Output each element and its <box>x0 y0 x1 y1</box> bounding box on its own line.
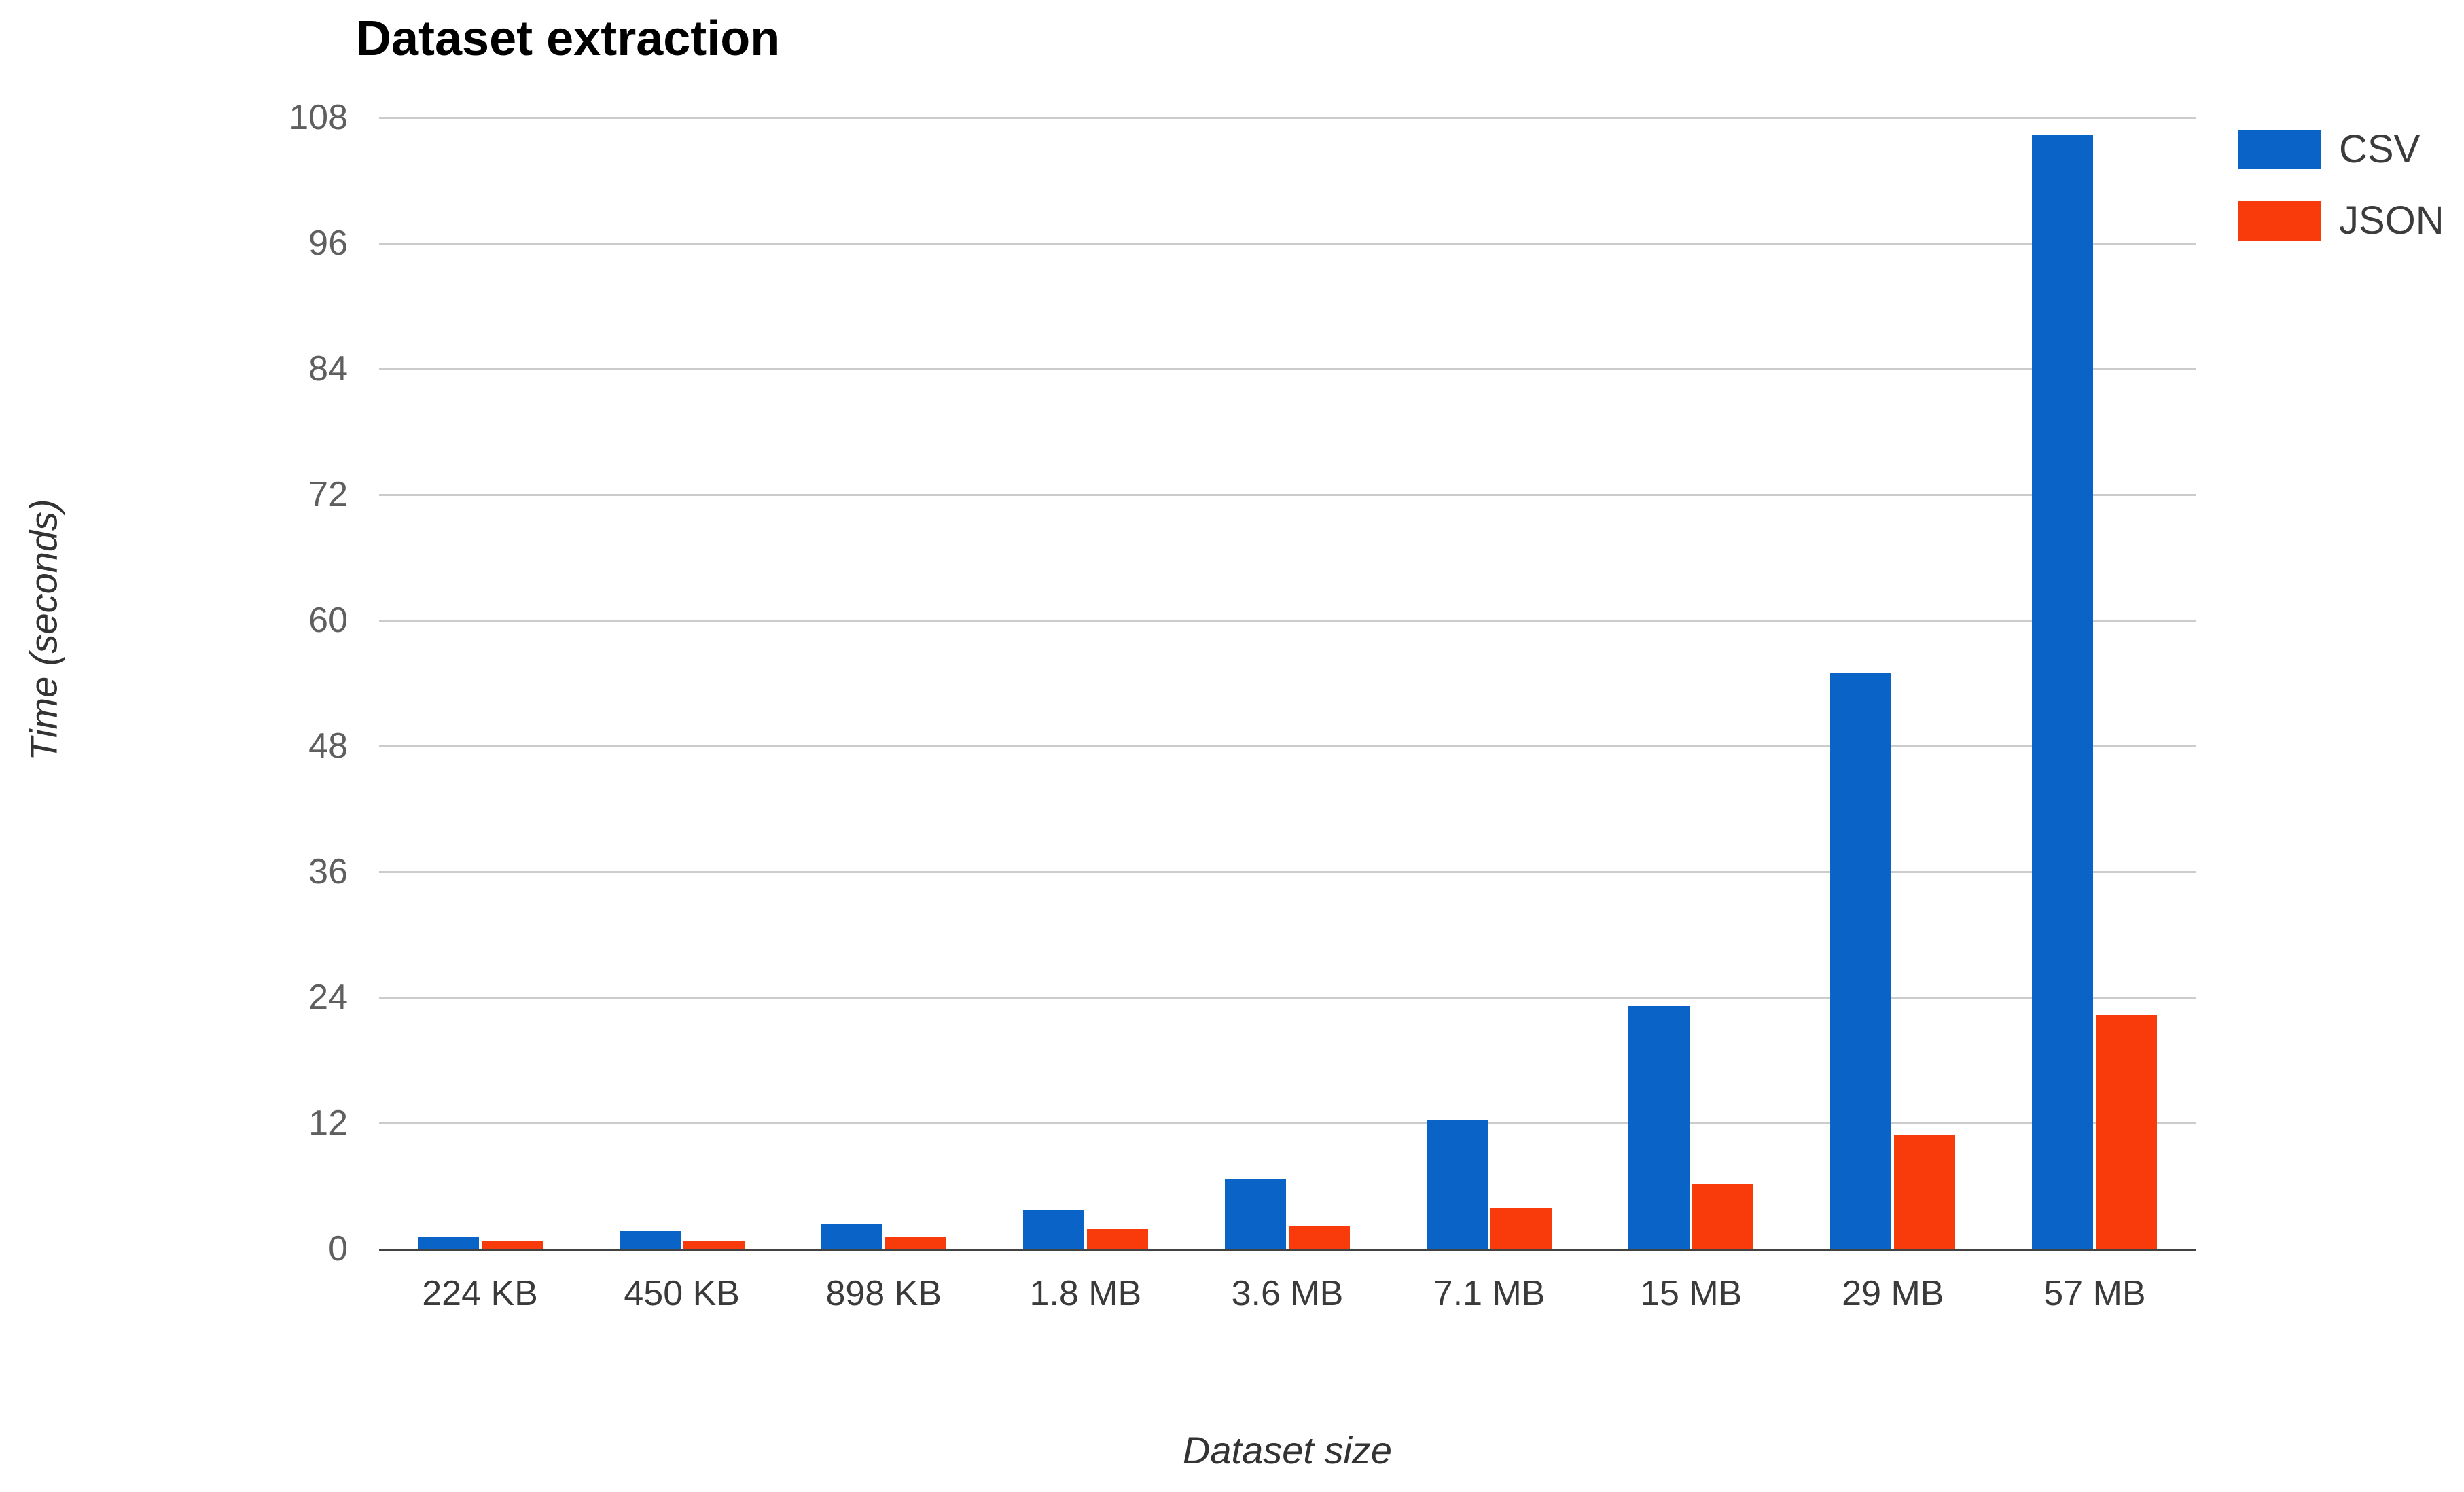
y-tick-label: 72 <box>308 475 348 514</box>
x-category-label: 29 MB <box>1842 1274 1944 1313</box>
x-category-label: 450 KB <box>624 1274 740 1313</box>
bar-group-15-mb <box>1628 1006 1754 1249</box>
csv-bar-224-kb <box>417 1237 479 1249</box>
y-tick-label: 24 <box>308 978 348 1017</box>
y-tick-label: 96 <box>308 224 348 263</box>
bar-group-224-kb <box>417 1237 543 1249</box>
gridline-96 <box>379 243 2196 245</box>
csv-bar-29-mb <box>1830 673 1892 1249</box>
bar-group-57-mb <box>2032 134 2158 1249</box>
bar-group-3.6-mb <box>1225 1179 1350 1249</box>
x-category-label: 1.8 MB <box>1029 1274 1142 1313</box>
plot-area <box>379 117 2196 1251</box>
x-category-label: 224 KB <box>422 1274 538 1313</box>
json-bar-3.6-mb <box>1289 1226 1350 1249</box>
bar-group-1.8-mb <box>1022 1209 1148 1249</box>
gridline-84 <box>379 368 2196 370</box>
x-category-label: 57 MB <box>2043 1274 2146 1313</box>
y-tick-label: 108 <box>289 98 348 137</box>
x-axis-title: Dataset size <box>1182 1429 1393 1472</box>
json-bar-7.1-mb <box>1490 1207 1552 1249</box>
json-bar-1.8-mb <box>1086 1228 1148 1249</box>
json-bar-29-mb <box>1894 1134 1956 1249</box>
json-bar-898-kb <box>885 1237 946 1249</box>
bar-group-7.1-mb <box>1427 1120 1552 1249</box>
legend-item-json: JSON <box>2238 198 2444 243</box>
csv-bar-3.6-mb <box>1225 1179 1286 1249</box>
json-legend-label: JSON <box>2339 198 2444 243</box>
legend-item-csv: CSV <box>2238 126 2444 172</box>
csv-bar-450-kb <box>619 1230 681 1249</box>
y-axis-title: Time (seconds) <box>22 499 65 761</box>
bar-group-450-kb <box>619 1230 745 1249</box>
x-category-label: 15 MB <box>1640 1274 1743 1313</box>
gridline-72 <box>379 494 2196 496</box>
csv-bar-15-mb <box>1628 1006 1690 1249</box>
gridline-60 <box>379 620 2196 622</box>
y-tick-label: 0 <box>328 1229 348 1268</box>
gridline-36 <box>379 871 2196 873</box>
y-tick-label: 12 <box>308 1103 348 1143</box>
json-bar-15-mb <box>1692 1184 1754 1249</box>
json-bar-450-kb <box>683 1240 745 1249</box>
bar-group-29-mb <box>1830 673 1956 1249</box>
y-tick-label: 48 <box>308 726 348 766</box>
csv-bar-1.8-mb <box>1022 1209 1084 1249</box>
chart-title: Dataset extraction <box>356 12 781 66</box>
csv-bar-898-kb <box>821 1224 882 1249</box>
legend: CSV JSON <box>2238 126 2444 243</box>
json-legend-swatch <box>2238 200 2321 241</box>
json-bar-57-mb <box>2096 1015 2158 1249</box>
y-tick-label: 36 <box>308 852 348 891</box>
csv-bar-57-mb <box>2032 134 2094 1249</box>
x-category-label: 7.1 MB <box>1433 1274 1546 1313</box>
gridline-24 <box>379 997 2196 999</box>
gridline-108 <box>379 117 2196 119</box>
json-bar-224-kb <box>481 1241 543 1249</box>
gridline-48 <box>379 745 2196 747</box>
y-tick-label: 84 <box>308 349 348 389</box>
y-tick-label: 60 <box>308 601 348 640</box>
csv-bar-7.1-mb <box>1427 1120 1488 1249</box>
csv-legend-swatch <box>2238 129 2321 169</box>
csv-legend-label: CSV <box>2339 127 2421 171</box>
x-category-label: 3.6 MB <box>1231 1274 1344 1313</box>
bar-group-898-kb <box>821 1224 946 1249</box>
gridline-12 <box>379 1122 2196 1124</box>
x-category-label: 898 KB <box>825 1274 942 1313</box>
